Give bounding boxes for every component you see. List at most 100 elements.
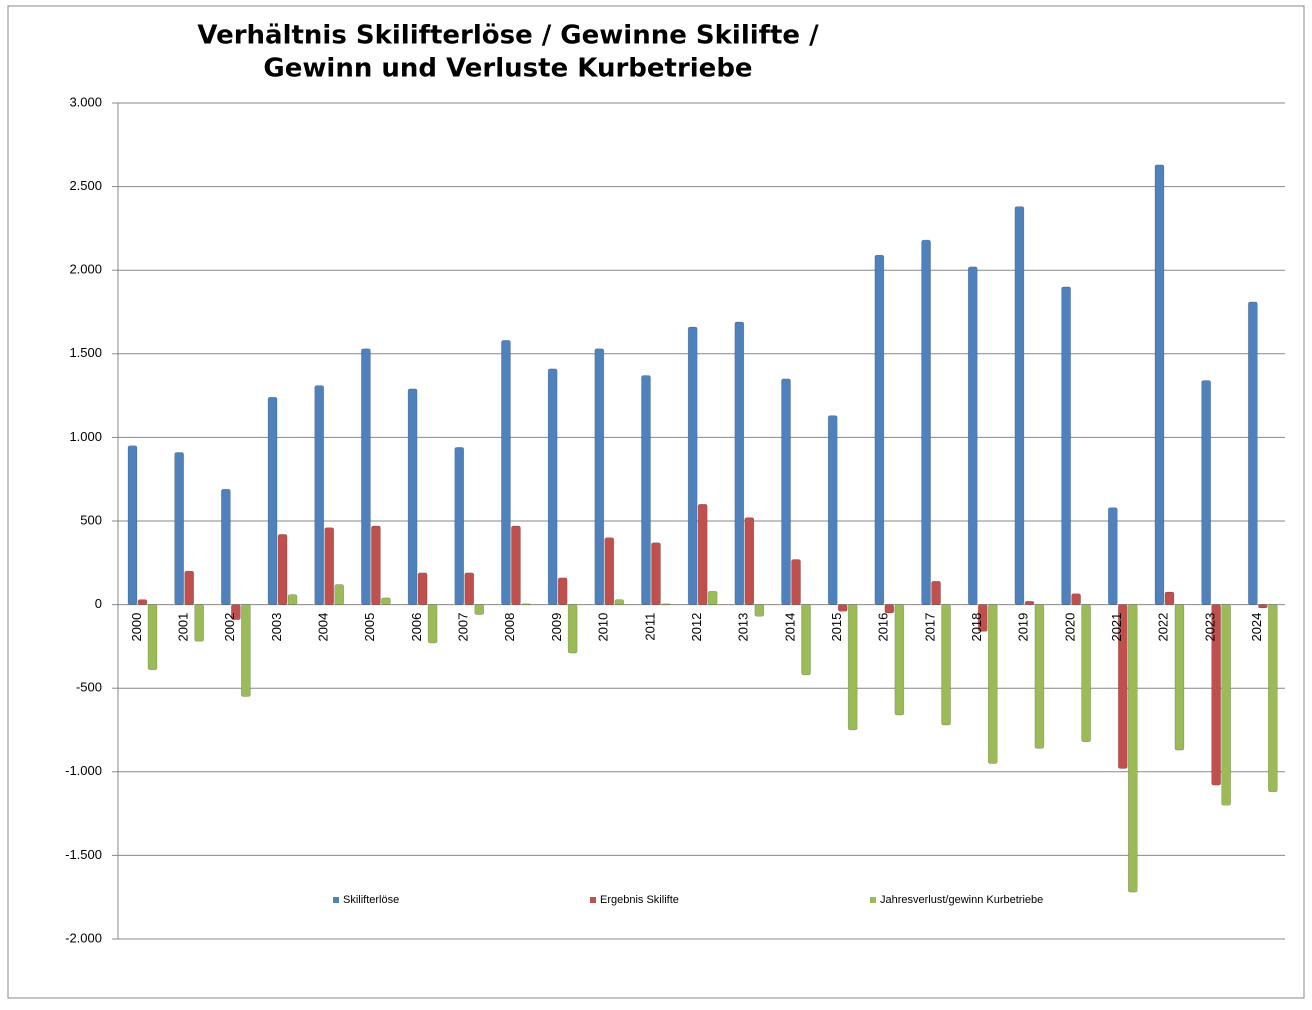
- x-tick-label: 2008: [502, 613, 517, 642]
- chart-title: Verhältnis Skilifterlöse / Gewinne Skili…: [197, 21, 819, 51]
- x-tick-label: 2021: [1109, 613, 1124, 642]
- y-tick-label: -500: [76, 680, 102, 695]
- bar: [194, 604, 204, 642]
- legend-swatch: [333, 897, 339, 903]
- y-tick-label: 500: [80, 512, 102, 527]
- x-tick-label: 2004: [315, 613, 330, 642]
- bar: [361, 348, 371, 605]
- bar: [231, 604, 241, 620]
- bar: [941, 604, 951, 726]
- x-tick-label: 2012: [689, 613, 704, 642]
- bar: [661, 603, 671, 606]
- bar: [1258, 604, 1268, 609]
- bar: [987, 604, 998, 764]
- x-tick-label: 2017: [922, 613, 937, 642]
- x-tick-label: 2001: [175, 613, 190, 642]
- x-tick-label: 2024: [1249, 613, 1264, 642]
- bar: [221, 488, 231, 605]
- bar: [287, 594, 298, 605]
- bar: [511, 525, 521, 605]
- bar: [1034, 604, 1045, 749]
- bar: [501, 340, 511, 605]
- bar: [407, 388, 418, 605]
- bar: [1071, 593, 1081, 605]
- y-tick-label: 2.000: [69, 262, 102, 277]
- bar: [417, 572, 428, 605]
- bar: [1201, 380, 1211, 605]
- x-tick-label: 2019: [1016, 613, 1031, 642]
- bar: [1107, 507, 1118, 605]
- bar: [1024, 600, 1035, 605]
- legend-label: Ergebnis Skilifte: [600, 894, 679, 906]
- bar: [1174, 604, 1185, 751]
- bar: [921, 239, 931, 605]
- y-tick-label: -1.000: [65, 763, 102, 778]
- bar: [1164, 591, 1175, 605]
- bar: [1154, 164, 1165, 605]
- chart-frame: [7, 5, 1305, 999]
- x-tick-label: 2007: [456, 613, 471, 642]
- x-tick-label: 2023: [1202, 613, 1217, 642]
- bar: [884, 604, 895, 614]
- bar: [174, 452, 184, 605]
- bar: [734, 321, 745, 605]
- y-tick-label: -2.000: [65, 930, 102, 945]
- legend-swatch: [870, 897, 876, 903]
- bar: [847, 604, 858, 731]
- x-tick-label: 2016: [876, 613, 891, 642]
- bar: [454, 447, 465, 605]
- bar: [1221, 604, 1231, 806]
- bar: [614, 599, 625, 605]
- bar: [594, 348, 605, 605]
- bar: [894, 604, 905, 716]
- bar: [464, 572, 475, 605]
- y-tick-label: 1.500: [69, 345, 102, 360]
- bar: [371, 525, 381, 605]
- bar: [241, 604, 251, 697]
- y-tick-label: -1.500: [65, 847, 102, 862]
- x-tick-label: 2009: [549, 613, 564, 642]
- bar: [707, 590, 718, 605]
- bar: [754, 604, 765, 617]
- y-tick-label: 1.000: [69, 429, 102, 444]
- bar: [967, 266, 978, 605]
- x-tick-label: 2003: [269, 613, 284, 642]
- bar: [184, 570, 194, 605]
- bar: [314, 385, 325, 605]
- bar: [267, 396, 278, 605]
- bar: [697, 503, 708, 605]
- bar: [604, 537, 615, 605]
- bar: [1081, 604, 1091, 743]
- chart-title: Gewinn und Verluste Kurbetriebe: [263, 54, 752, 84]
- legend-label: Skilifterlöse: [343, 894, 399, 906]
- x-tick-label: 2018: [969, 613, 984, 642]
- bar: [521, 603, 531, 606]
- bar: [547, 368, 558, 605]
- y-tick-label: 3.000: [69, 94, 102, 109]
- bar: [324, 527, 335, 605]
- bar: [931, 580, 941, 605]
- x-tick-label: 2014: [782, 613, 797, 642]
- bar: [474, 604, 485, 615]
- bar: [744, 517, 755, 605]
- x-tick-label: 2020: [1062, 613, 1077, 642]
- x-tick-label: 2005: [362, 613, 377, 642]
- x-tick-label: 2011: [642, 613, 657, 641]
- bar: [1014, 206, 1025, 605]
- bar: [147, 604, 158, 671]
- bar: [381, 597, 391, 605]
- bar: [651, 542, 661, 605]
- x-tick-label: 2015: [829, 613, 844, 642]
- bar: [1211, 604, 1221, 786]
- bar: [827, 415, 838, 605]
- bar: [977, 604, 988, 632]
- x-tick-label: 2002: [222, 613, 237, 642]
- bar: [1127, 604, 1138, 893]
- bar: [127, 445, 138, 605]
- bar: [837, 604, 848, 612]
- y-tick-label: 0: [95, 596, 102, 611]
- bar: [801, 604, 811, 676]
- y-tick-label: 2.500: [69, 178, 102, 193]
- bar: [1061, 286, 1071, 605]
